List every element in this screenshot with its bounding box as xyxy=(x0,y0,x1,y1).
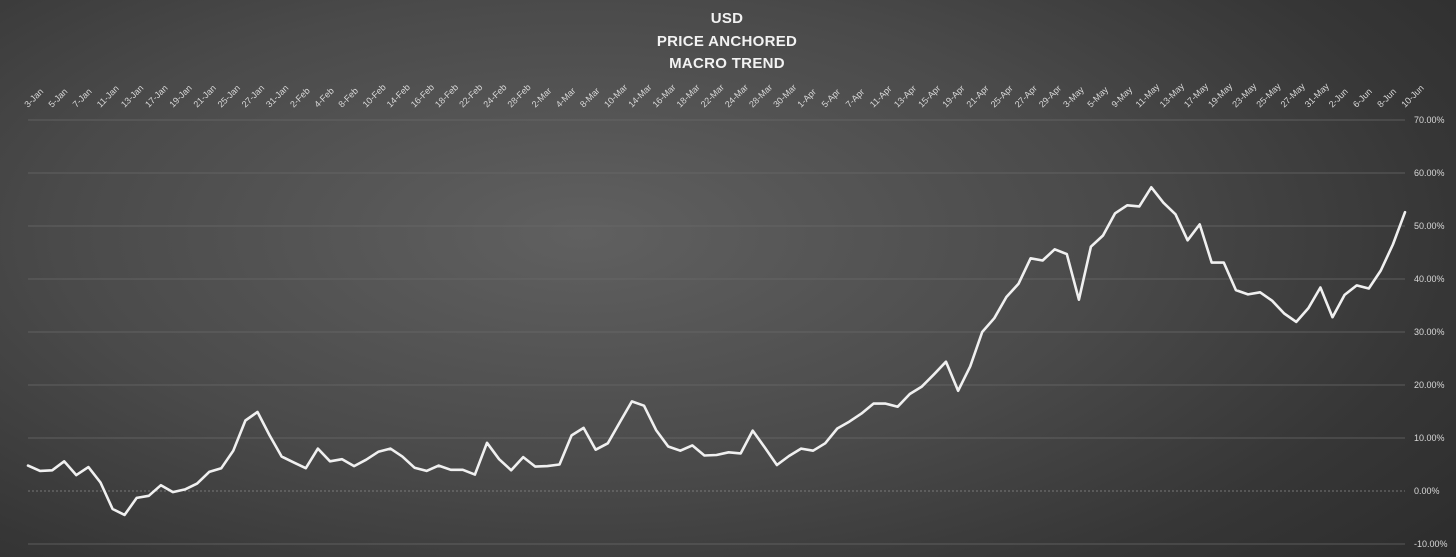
x-tick-label: 22-Mar xyxy=(699,82,726,109)
x-tick-label: 30-Mar xyxy=(771,82,798,109)
x-tick-label: 22-Feb xyxy=(457,82,484,109)
x-tick-label: 4-Mar xyxy=(554,86,578,110)
x-tick-label: 31-May xyxy=(1303,81,1332,110)
x-axis-tick-labels: 3-Jan 5-Jan 7-Jan 11-Jan13-Jan17-Jan19-Jan2… xyxy=(22,81,1426,110)
y-tick-label: 70.00% xyxy=(1414,115,1445,125)
x-tick-label: 28-Feb xyxy=(506,82,533,109)
x-tick-label: 17-Jan xyxy=(143,83,170,110)
x-tick-label: 2-Mar xyxy=(530,86,554,110)
x-tick-label: 1-Apr xyxy=(795,87,818,110)
y-tick-label: 50.00% xyxy=(1414,221,1445,231)
x-tick-label: 11-May xyxy=(1134,81,1162,109)
x-tick-label: 10-Jun xyxy=(1399,83,1426,110)
x-tick-label: 14-Mar xyxy=(626,82,653,109)
y-tick-label: -10.00% xyxy=(1414,539,1448,549)
x-tick-label: 7-Apr xyxy=(844,87,867,110)
x-tick-label: 25-May xyxy=(1254,81,1283,110)
x-tick-label: 3-Jan xyxy=(22,86,45,109)
x-tick-label: 24-Feb xyxy=(481,82,508,109)
x-tick-label: 8-Mar xyxy=(578,86,602,110)
x-tick-label: 19-Apr xyxy=(940,83,966,109)
x-tick-label: 15-Apr xyxy=(916,83,942,109)
x-tick-label: 21-Apr xyxy=(965,83,991,109)
x-tick-label: 28-Mar xyxy=(747,82,774,109)
x-tick-label: 5-Apr xyxy=(820,87,843,110)
x-tick-label: 18-Feb xyxy=(433,82,460,109)
x-tick-label: 13-May xyxy=(1158,81,1187,110)
x-tick-label: 8-Feb xyxy=(336,86,360,110)
x-tick-label: 18-Mar xyxy=(675,82,702,109)
x-tick-label: 14-Feb xyxy=(385,82,412,109)
x-tick-label: 27-Apr xyxy=(1013,83,1039,109)
chart-title-line-2: PRICE ANCHORED xyxy=(657,33,797,50)
y-tick-label: 60.00% xyxy=(1414,168,1445,178)
y-tick-label: 40.00% xyxy=(1414,274,1445,284)
x-tick-label: 7-Jan xyxy=(71,86,94,109)
x-tick-label: 23-May xyxy=(1230,81,1259,110)
x-tick-label: 8-Jun xyxy=(1375,86,1398,109)
x-tick-label: 27-Jan xyxy=(240,83,267,110)
series-line-1 xyxy=(26,186,1407,517)
x-tick-label: 11-Jan xyxy=(95,83,121,109)
x-tick-label: 2-Feb xyxy=(288,86,312,110)
gridlines xyxy=(28,119,1405,545)
x-tick-label: 17-May xyxy=(1182,81,1211,110)
x-tick-label: 2-Jun xyxy=(1327,86,1350,109)
x-tick-label: 24-Mar xyxy=(723,82,750,109)
x-tick-label: 16-Feb xyxy=(409,82,436,109)
x-tick-label: 25-Jan xyxy=(216,83,243,110)
x-tick-label: 13-Jan xyxy=(119,83,146,110)
x-tick-label: 19-May xyxy=(1206,81,1235,110)
chart-title-line-1: USD xyxy=(711,10,744,27)
chart-title: USD PRICE ANCHORED MACRO TREND xyxy=(657,10,797,72)
x-tick-label: 13-Apr xyxy=(892,83,918,109)
chart-title-line-3: MACRO TREND xyxy=(669,55,785,72)
x-tick-label: 21-Jan xyxy=(191,83,218,110)
x-tick-label: 16-Mar xyxy=(650,82,677,109)
x-tick-label: 5-May xyxy=(1085,84,1110,109)
x-tick-label: 4-Feb xyxy=(312,86,336,110)
x-tick-label: 9-May xyxy=(1109,84,1134,109)
x-tick-label: 11-Apr xyxy=(868,84,894,110)
x-tick-label: 19-Jan xyxy=(167,83,194,110)
y-tick-label: 30.00% xyxy=(1414,327,1445,337)
x-tick-label: 10-Mar xyxy=(602,82,629,109)
y-tick-label: 20.00% xyxy=(1414,380,1445,390)
y-tick-label: 10.00% xyxy=(1414,433,1445,443)
x-tick-label: 10-Feb xyxy=(361,82,388,109)
x-tick-label: 27-May xyxy=(1279,81,1308,110)
x-tick-label: 5-Jan xyxy=(47,86,70,109)
x-tick-label: 29-Apr xyxy=(1037,83,1063,109)
x-tick-label: 31-Jan xyxy=(264,83,291,110)
x-tick-label: 3-May xyxy=(1061,84,1086,109)
y-tick-label: 0.00% xyxy=(1414,486,1440,496)
series-group xyxy=(26,186,1407,517)
x-tick-label: 25-Apr xyxy=(989,83,1015,109)
y-axis-tick-labels: -10.00% 0.00% 10.00% 20.00% 30.00% 40.00% 50.0… xyxy=(1414,115,1448,549)
x-tick-label: 6-Jun xyxy=(1351,86,1374,109)
